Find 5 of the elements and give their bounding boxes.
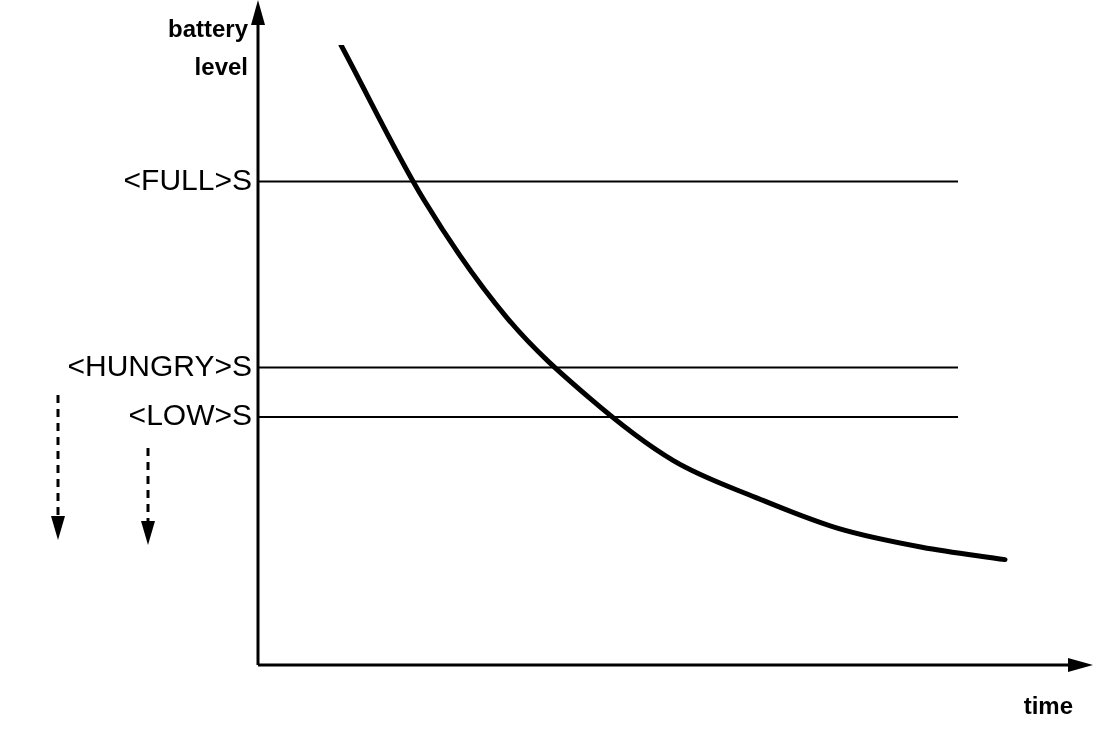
x-axis-title: time xyxy=(1023,691,1073,719)
y-axis-title: battery level xyxy=(167,14,249,80)
ref-line-label: <FULL>S xyxy=(123,162,252,196)
ref-line-label: <HUNGRY>S xyxy=(67,348,252,382)
ref-line-label: <LOW>S xyxy=(128,398,252,432)
